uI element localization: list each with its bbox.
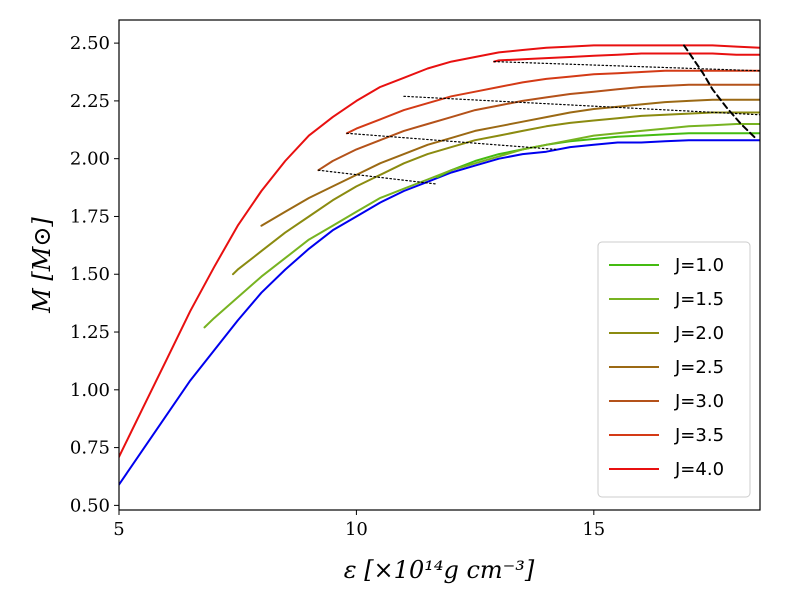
series-line: [119, 44, 760, 458]
x-axis-label: ε [×10¹⁴g cm⁻³]: [344, 556, 535, 584]
legend-label-j-1-0: J=1.0: [674, 255, 724, 276]
ticks-layer: 5 10 15 0.50 0.75 1.00 1.25 1.50 1.75 2.00 2.25 2.5…: [70, 33, 605, 540]
y-axis-label: M [M⊙]: [28, 217, 56, 314]
series-line-j-3-0: [317, 83, 760, 172]
series-line-j-4-0: [493, 52, 760, 63]
legend-label-j-1-5: J=1.5: [674, 289, 724, 310]
dashed-line: [683, 44, 757, 139]
dotted-line: [403, 95, 760, 116]
x-tick-label: 15: [582, 519, 605, 540]
dotted-line: [346, 132, 557, 150]
legend-label-j-2-5: J=2.5: [674, 357, 724, 378]
y-tick-label: 2.50: [70, 33, 110, 54]
y-tick-label: 1.00: [70, 380, 110, 401]
y-tick-label: 1.50: [70, 264, 110, 285]
y-tick-label: 1.25: [70, 322, 110, 343]
series-line-j-3-5: [345, 69, 760, 135]
series-line-j-1-0: [436, 132, 760, 179]
y-tick-label: 0.50: [70, 495, 110, 516]
legend-label-j-3-5: J=3.5: [674, 425, 724, 446]
legend-label-j-2-0: J=2.0: [674, 323, 724, 344]
y-tick-label: 1.75: [70, 206, 110, 227]
series-line-j-2-0: [232, 111, 760, 276]
legend: J=1.0 J=1.5 J=2.0 J=2.5 J=3.0 J=3.5 J=4.0: [597, 241, 751, 498]
series-line: [119, 139, 760, 486]
x-tick-label: 5: [113, 519, 124, 540]
series-line-j-1-5: [203, 123, 760, 329]
dotted-line: [317, 169, 438, 185]
plot-frame: [118, 19, 761, 511]
x-tick-label: 10: [345, 519, 368, 540]
y-tick-label: 0.75: [70, 438, 110, 459]
series-line-j-2-5: [260, 98, 760, 227]
y-tick-label: 2.25: [70, 91, 110, 112]
y-tick-label: 2.00: [70, 149, 110, 170]
legend-frame: [597, 241, 751, 498]
series-layer: [119, 44, 760, 486]
dotted-line: [493, 60, 760, 72]
legend-label-j-3-0: J=3.0: [674, 391, 724, 412]
legend-label-j-4-0: J=4.0: [674, 459, 724, 480]
